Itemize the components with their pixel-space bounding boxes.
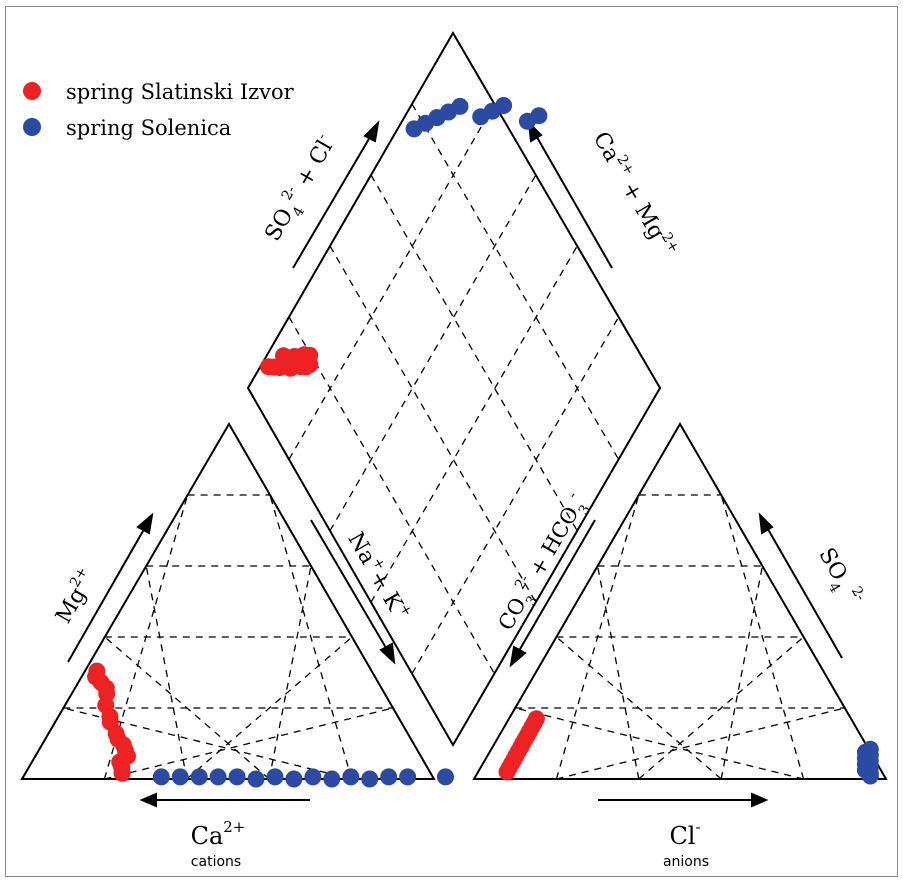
diamond-grid-b-1 xyxy=(288,103,495,460)
cation-grid-r-3 xyxy=(268,565,312,780)
point-slatinski-cation-15 xyxy=(113,764,131,782)
anion-grid-r-3 xyxy=(720,565,764,780)
point-solenica-cation-5 xyxy=(247,770,265,788)
points-layer xyxy=(87,97,879,788)
arrow-co3-hco3-head xyxy=(509,645,527,668)
point-solenica-cation-11 xyxy=(361,770,379,788)
point-solenica-cation-1 xyxy=(171,768,189,786)
diamond-grid-a-4 xyxy=(411,103,620,460)
diamond-grid-a-1 xyxy=(288,316,495,674)
label-cations: cations xyxy=(191,854,241,870)
diamond-grid-a-3 xyxy=(370,174,578,532)
arrow-mg-head xyxy=(136,512,154,535)
point-solenica-cation-4 xyxy=(228,768,246,786)
point-solenica-diamond-9 xyxy=(530,107,548,125)
arrow-ca-head xyxy=(139,792,157,808)
point-solenica-cation-9 xyxy=(323,770,341,788)
axis-arrows xyxy=(67,120,843,808)
point-solenica-diamond-7 xyxy=(495,97,513,114)
cation-grid-l-3 xyxy=(104,636,270,780)
diamond-grid-b-2 xyxy=(329,174,537,532)
label-na-k: Na++ K+ xyxy=(342,527,415,626)
legend-marker-solenica xyxy=(23,118,41,136)
legend: spring Slatinski Izvor spring Solenica xyxy=(23,80,295,140)
diamond-outline xyxy=(246,31,662,748)
point-slatinski-diamond-13 xyxy=(301,356,319,374)
label-anions: anions xyxy=(663,854,709,870)
arrow-so4 xyxy=(764,523,843,659)
anion-triangle-outline xyxy=(472,422,888,780)
arrow-so4-cl xyxy=(292,131,374,269)
diamond-grid-a-2 xyxy=(329,245,537,603)
arrow-ca-mg xyxy=(533,131,613,269)
anion-grid-l-3 xyxy=(555,636,722,780)
point-solenica-cation-3 xyxy=(209,768,227,786)
grid-layer xyxy=(63,103,845,780)
anion-grid-r-2 xyxy=(638,636,805,780)
point-solenica-cation-2 xyxy=(190,768,208,786)
anion-grid-r-1 xyxy=(556,707,845,780)
point-solenica-cation-0 xyxy=(152,768,170,786)
label-ca: Ca2+ xyxy=(191,818,246,850)
anion-grid-l-4 xyxy=(515,707,804,780)
diamond-grid-b-4 xyxy=(411,316,620,674)
point-solenica-anion-9 xyxy=(861,740,879,758)
point-solenica-cation-6 xyxy=(266,768,284,786)
point-slatinski-anion-13 xyxy=(527,710,545,728)
arrow-co3-hco3 xyxy=(515,519,596,657)
point-solenica-cation-10 xyxy=(342,768,360,786)
label-so4-cl: SO42- + Cl- xyxy=(258,130,346,248)
cation-grid-r-2 xyxy=(186,636,353,780)
arrow-na-k-head xyxy=(379,642,396,665)
anion-grid-r-4 xyxy=(720,494,805,780)
point-solenica-cation-12 xyxy=(380,768,398,786)
legend-label-slatinski: spring Slatinski Izvor xyxy=(66,80,295,104)
legend-label-solenica: spring Solenica xyxy=(66,116,231,140)
label-so4: SO4 2- xyxy=(808,542,868,613)
arrow-cl-head xyxy=(751,792,769,808)
arrow-mg xyxy=(67,523,148,663)
cation-grid-r-4 xyxy=(269,494,353,780)
point-solenica-cation-7 xyxy=(285,770,303,788)
label-ca-mg: Ca2+ + Mg2+ xyxy=(588,126,682,261)
cation-grid-r-1 xyxy=(104,707,394,780)
label-cl: Cl- xyxy=(669,818,700,850)
point-solenica-diamond-4 xyxy=(451,97,469,115)
figure-frame xyxy=(5,6,898,877)
arrow-so4-cl-head xyxy=(363,120,380,143)
cation-triangle-outline xyxy=(20,422,436,780)
diamond-grid-b-3 xyxy=(370,245,578,603)
cation-grid-l-2 xyxy=(145,565,188,780)
arrow-na-k xyxy=(310,519,390,654)
legend-marker-slatinski xyxy=(23,82,41,100)
arrow-so4-head xyxy=(758,512,774,535)
point-solenica-cation-14 xyxy=(437,768,454,786)
anion-grid-l-2 xyxy=(596,565,640,780)
point-solenica-cation-8 xyxy=(304,768,322,786)
point-solenica-cation-13 xyxy=(399,768,417,786)
